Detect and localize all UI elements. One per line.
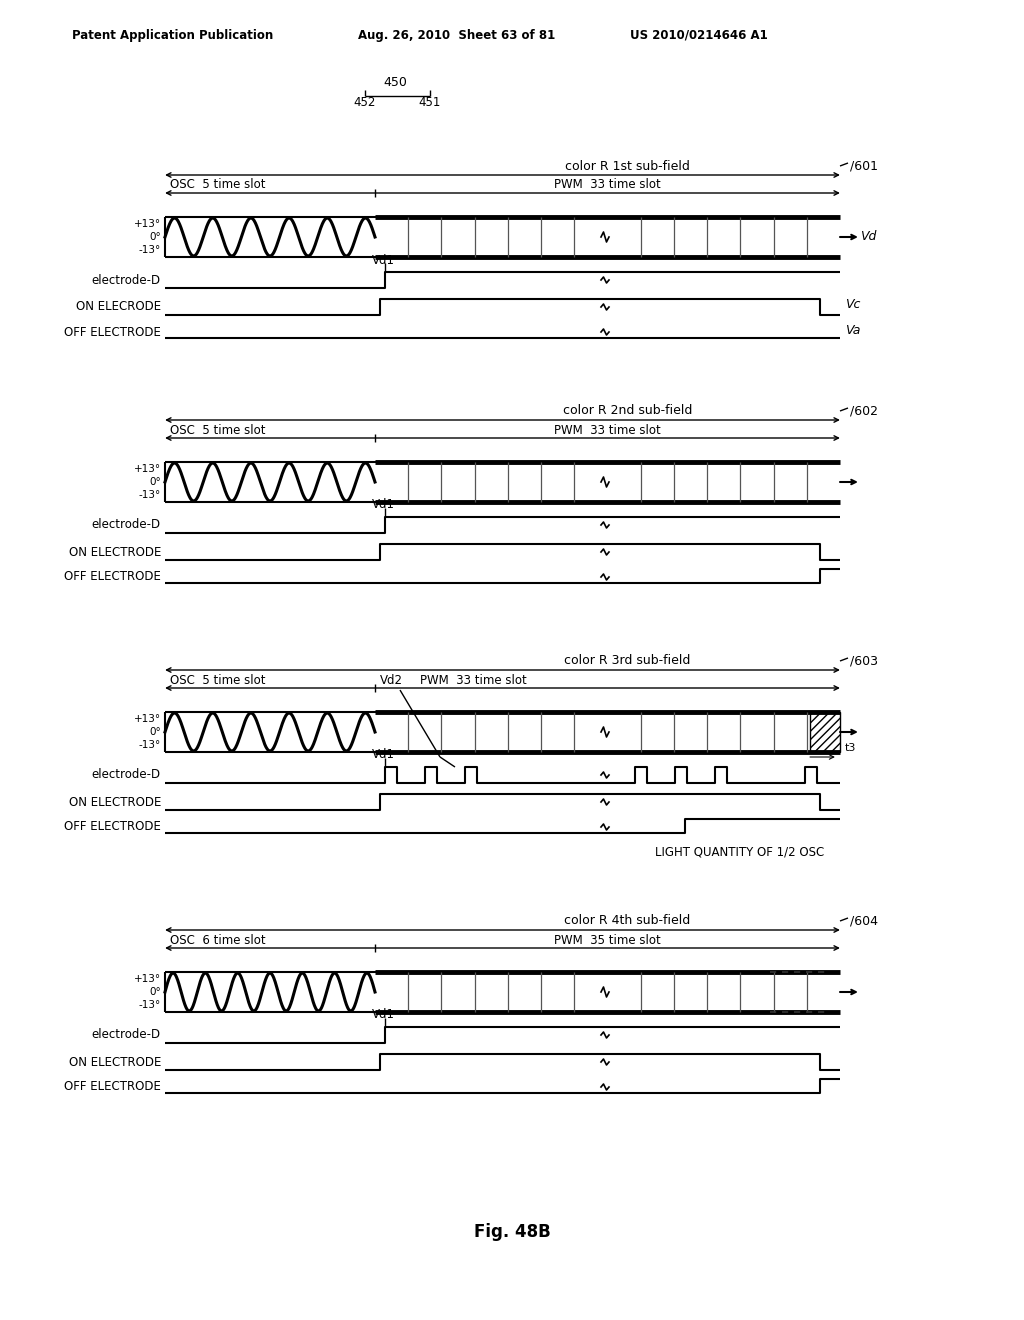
Text: 0°: 0° xyxy=(150,727,161,737)
Text: Vd1: Vd1 xyxy=(372,499,394,511)
Text: +13°: +13° xyxy=(134,974,161,983)
Text: ON ELECTRODE: ON ELECTRODE xyxy=(69,1056,161,1068)
Text: OFF ELECTRODE: OFF ELECTRODE xyxy=(65,1081,161,1093)
Text: /602: /602 xyxy=(850,404,878,417)
Text: color R 4th sub-field: color R 4th sub-field xyxy=(564,915,690,928)
Text: +13°: +13° xyxy=(134,714,161,723)
Text: -13°: -13° xyxy=(138,1001,161,1010)
Text: OSC  5 time slot: OSC 5 time slot xyxy=(170,673,265,686)
Text: /604: /604 xyxy=(850,915,878,928)
Text: t3: t3 xyxy=(845,743,856,752)
Text: 451: 451 xyxy=(419,96,441,110)
Text: 0°: 0° xyxy=(150,477,161,487)
Text: 0°: 0° xyxy=(150,232,161,242)
Text: LIGHT QUANTITY OF 1/2 OSC: LIGHT QUANTITY OF 1/2 OSC xyxy=(655,846,824,858)
Text: Vd: Vd xyxy=(860,231,877,243)
Text: color R 2nd sub-field: color R 2nd sub-field xyxy=(563,404,692,417)
Text: ON ELECTRODE: ON ELECTRODE xyxy=(69,545,161,558)
Text: Vc: Vc xyxy=(845,298,860,312)
Text: PWM  33 time slot: PWM 33 time slot xyxy=(554,424,660,437)
Text: PWM  33 time slot: PWM 33 time slot xyxy=(554,178,660,191)
Text: PWM  33 time slot: PWM 33 time slot xyxy=(420,673,526,686)
Text: OFF ELECTRODE: OFF ELECTRODE xyxy=(65,570,161,583)
Text: electrode-D: electrode-D xyxy=(92,768,161,781)
Text: Fig. 48B: Fig. 48B xyxy=(474,1224,550,1241)
Text: OSC  5 time slot: OSC 5 time slot xyxy=(170,178,265,191)
Text: -13°: -13° xyxy=(138,741,161,750)
Text: Vd1: Vd1 xyxy=(372,253,394,267)
Text: -13°: -13° xyxy=(138,490,161,500)
Text: OFF ELECTRODE: OFF ELECTRODE xyxy=(65,326,161,338)
Text: /603: /603 xyxy=(850,655,878,668)
Text: electrode-D: electrode-D xyxy=(92,1028,161,1041)
Text: +13°: +13° xyxy=(134,465,161,474)
Text: PWM  35 time slot: PWM 35 time slot xyxy=(554,933,660,946)
Text: color R 1st sub-field: color R 1st sub-field xyxy=(565,160,690,173)
Text: color R 3rd sub-field: color R 3rd sub-field xyxy=(564,655,690,668)
Text: Patent Application Publication: Patent Application Publication xyxy=(72,29,273,41)
Text: Va: Va xyxy=(845,323,860,337)
Text: Aug. 26, 2010  Sheet 63 of 81: Aug. 26, 2010 Sheet 63 of 81 xyxy=(358,29,555,41)
Text: 450: 450 xyxy=(383,77,407,90)
Text: Vd2: Vd2 xyxy=(380,673,403,686)
Text: 0°: 0° xyxy=(150,987,161,997)
Text: electrode-D: electrode-D xyxy=(92,519,161,532)
Text: OFF ELECTRODE: OFF ELECTRODE xyxy=(65,821,161,833)
Text: OSC  6 time slot: OSC 6 time slot xyxy=(170,933,265,946)
Text: -13°: -13° xyxy=(138,246,161,255)
Text: 452: 452 xyxy=(354,96,376,110)
Text: ON ELECTRODE: ON ELECTRODE xyxy=(69,796,161,808)
Text: US 2010/0214646 A1: US 2010/0214646 A1 xyxy=(630,29,768,41)
Text: electrode-D: electrode-D xyxy=(92,273,161,286)
Text: Vd1: Vd1 xyxy=(372,748,394,762)
Text: +13°: +13° xyxy=(134,219,161,228)
Text: ON ELECRODE: ON ELECRODE xyxy=(76,301,161,314)
Bar xyxy=(810,711,840,752)
Text: OSC  5 time slot: OSC 5 time slot xyxy=(170,424,265,437)
Text: Vd1: Vd1 xyxy=(372,1008,394,1022)
Text: /601: /601 xyxy=(850,160,878,173)
